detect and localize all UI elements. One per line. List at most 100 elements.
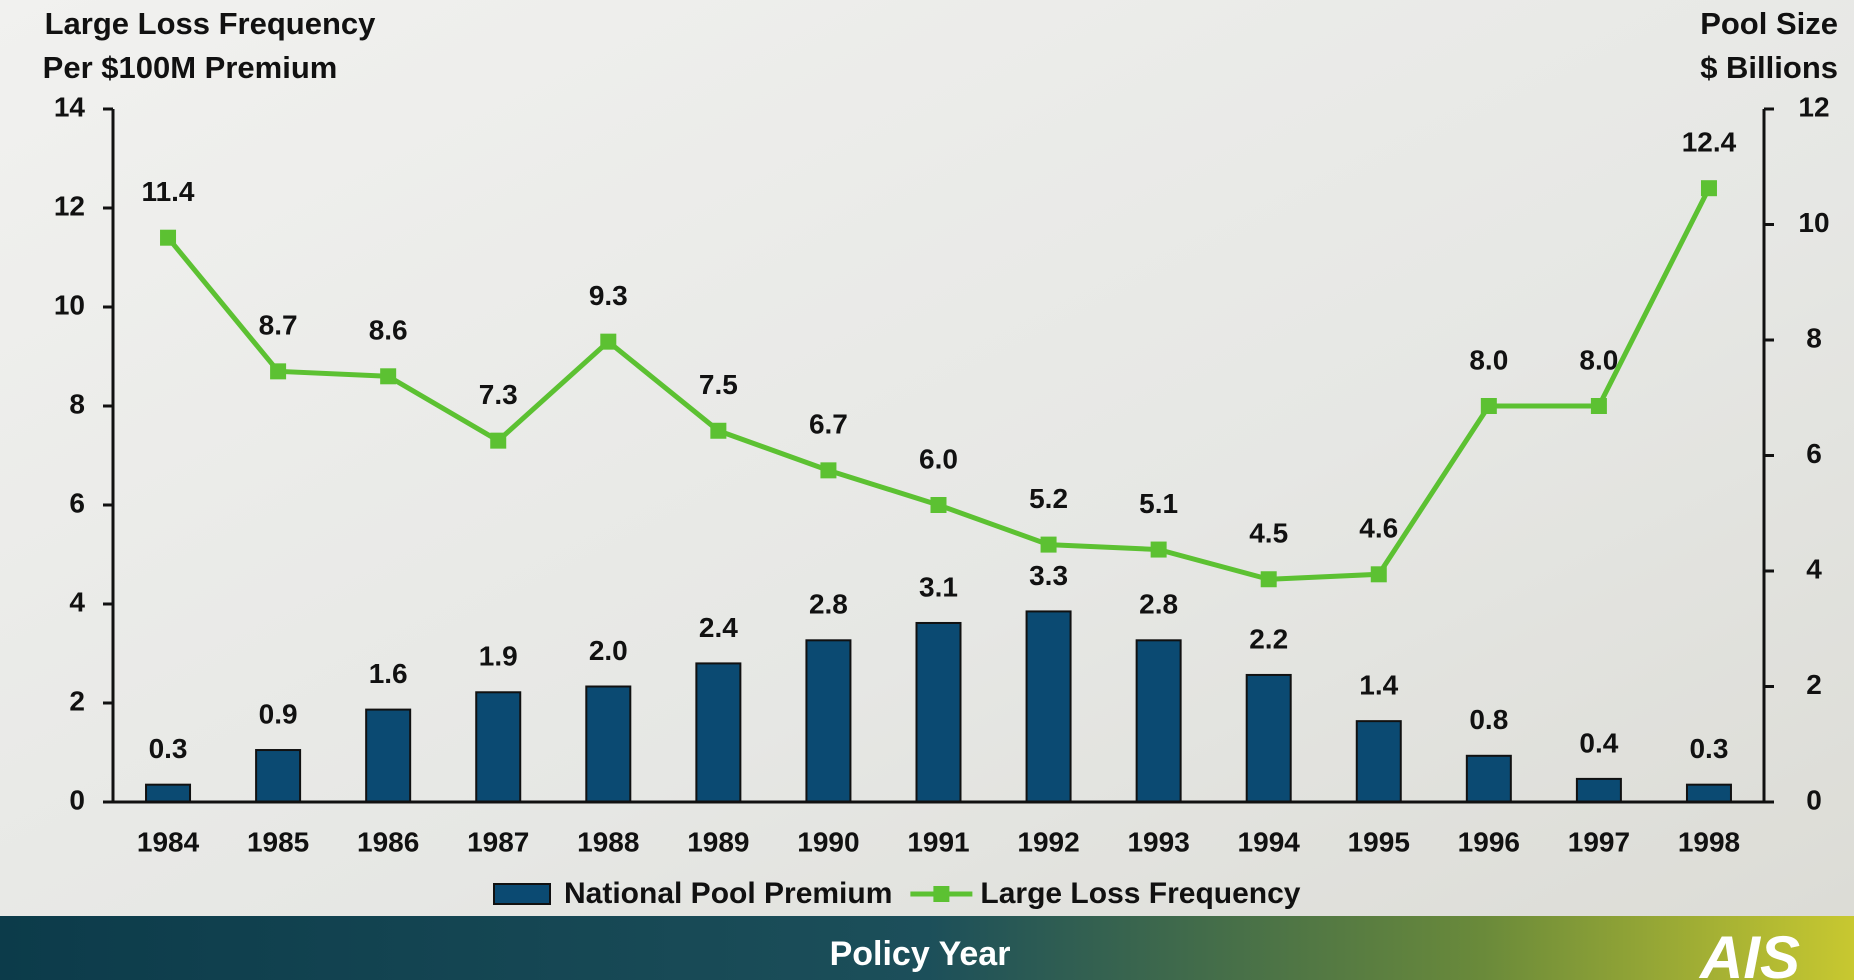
- legend-swatch: [493, 883, 551, 905]
- y-tick-label: 0: [69, 784, 85, 815]
- y2-tick-label: 0: [1806, 784, 1822, 815]
- x-tick-label: 1988: [577, 826, 639, 857]
- legend-label: Large Loss Frequency: [980, 877, 1300, 910]
- bar: [255, 749, 302, 804]
- line-value-label: 8.0: [1469, 344, 1508, 375]
- line-marker: [1480, 398, 1497, 414]
- bar: [1135, 639, 1182, 803]
- x-tick-label: 1998: [1678, 826, 1740, 857]
- x-tick-label: 1984: [137, 826, 200, 857]
- legend-swatch-marker: [933, 886, 950, 902]
- line-marker: [600, 333, 617, 350]
- bar-value-label: 0.4: [1579, 727, 1618, 758]
- line-value-label: 12.4: [1682, 127, 1737, 158]
- line-marker: [1590, 398, 1607, 414]
- bar-value-label: 0.3: [149, 733, 188, 764]
- line-value-label: 5.2: [1029, 483, 1068, 514]
- bar: [915, 621, 962, 803]
- y-axis-title: Large Loss Frequency: [45, 6, 377, 41]
- bar: [805, 639, 852, 803]
- y2-axis-title: $ Billions: [1700, 50, 1838, 85]
- y-tick-label: 4: [69, 586, 85, 617]
- bar: [365, 708, 412, 803]
- x-tick-label: 1989: [687, 826, 749, 857]
- footer-band: [0, 916, 1854, 980]
- y2-tick-label: 6: [1806, 438, 1822, 469]
- x-axis-title: Policy Year: [830, 935, 1011, 973]
- line-value-label: 9.3: [589, 280, 628, 311]
- legend-label: National Pool Premium: [564, 877, 892, 910]
- bar: [585, 685, 632, 803]
- x-tick-label: 1990: [797, 826, 859, 857]
- line-value-label: 7.3: [479, 379, 518, 410]
- line-value-label: 8.0: [1579, 344, 1618, 375]
- x-tick-label: 1985: [247, 826, 309, 857]
- bar: [1575, 777, 1622, 804]
- line-marker: [490, 432, 507, 449]
- bar-value-label: 0.9: [259, 698, 298, 729]
- bar: [1025, 610, 1072, 803]
- line-value-label: 6.7: [809, 409, 848, 440]
- line-value-label: 7.5: [699, 369, 738, 400]
- bar: [1355, 720, 1402, 804]
- x-tick-label: 1986: [357, 826, 419, 857]
- bar-value-label: 0.3: [1689, 733, 1728, 764]
- line-marker: [1040, 536, 1057, 553]
- y-tick-label: 10: [54, 289, 85, 320]
- bar: [1245, 673, 1292, 804]
- bar-value-label: 2.8: [809, 589, 848, 620]
- line-marker: [270, 363, 287, 380]
- bar: [1685, 783, 1732, 803]
- line-value-label: 5.1: [1139, 488, 1178, 519]
- line-marker: [1700, 180, 1717, 197]
- y2-tick-label: 2: [1806, 669, 1822, 700]
- bar-value-label: 1.6: [369, 658, 408, 689]
- line-value-label: 4.6: [1359, 513, 1398, 544]
- bar-value-label: 0.8: [1469, 704, 1508, 735]
- bar: [475, 691, 522, 804]
- bar-value-label: 2.4: [699, 612, 738, 643]
- bar: [1465, 754, 1512, 803]
- line-value-label: 11.4: [142, 176, 195, 207]
- x-tick-label: 1997: [1568, 826, 1630, 857]
- bar-value-label: 3.1: [919, 571, 958, 602]
- y2-tick-label: 10: [1798, 207, 1829, 238]
- bar: [695, 662, 742, 804]
- line-value-label: 8.7: [259, 310, 298, 341]
- x-tick-label: 1994: [1238, 826, 1301, 857]
- y-tick-label: 2: [69, 685, 85, 716]
- logo: AIS: [1698, 924, 1800, 980]
- bar-value-label: 2.0: [589, 635, 628, 666]
- y-tick-label: 14: [54, 91, 86, 122]
- line-marker: [160, 229, 177, 246]
- y2-tick-label: 8: [1806, 322, 1822, 353]
- line-marker: [380, 368, 397, 385]
- y-tick-label: 12: [54, 190, 85, 221]
- x-tick-label: 1987: [467, 826, 529, 857]
- x-tick-label: 1996: [1458, 826, 1520, 857]
- line-marker: [710, 422, 727, 439]
- line-value-label: 6.0: [919, 443, 958, 474]
- line-marker: [1150, 541, 1167, 558]
- x-tick-label: 1995: [1348, 826, 1410, 857]
- y-tick-label: 6: [69, 487, 85, 518]
- y2-tick-label: 12: [1798, 91, 1829, 122]
- line-marker: [1260, 571, 1277, 588]
- line-marker: [1370, 566, 1387, 583]
- line-marker: [820, 462, 837, 479]
- bar-value-label: 2.8: [1139, 589, 1178, 620]
- bar-value-label: 3.3: [1029, 560, 1068, 591]
- bar-value-label: 2.2: [1249, 623, 1288, 654]
- x-tick-label: 1993: [1127, 826, 1189, 857]
- y-tick-label: 8: [69, 388, 85, 419]
- bar-value-label: 1.9: [479, 641, 518, 672]
- y2-axis-title: Pool Size: [1700, 6, 1838, 41]
- bar-value-label: 1.4: [1359, 670, 1398, 701]
- line-marker: [930, 497, 947, 513]
- line-value-label: 8.6: [369, 315, 408, 346]
- y-axis-title: Per $100M Premium: [43, 50, 338, 85]
- line-value-label: 4.5: [1249, 518, 1288, 549]
- y2-tick-label: 4: [1806, 553, 1822, 584]
- x-tick-label: 1992: [1017, 826, 1079, 857]
